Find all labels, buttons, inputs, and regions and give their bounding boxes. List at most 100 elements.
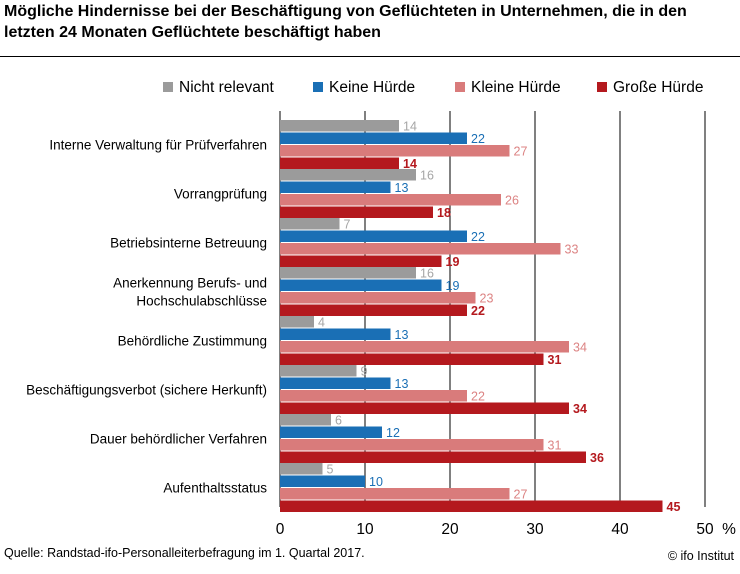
bar — [280, 169, 416, 181]
bar — [280, 377, 391, 389]
source-note: Quelle: Randstad-ifo-Personalleiterbefra… — [4, 546, 365, 560]
bar-value-label: 34 — [573, 341, 587, 355]
bar — [280, 353, 544, 365]
bar-value-label: 19 — [446, 255, 460, 269]
category-label-line: Betriebsinterne Betreuung — [110, 236, 267, 251]
bar — [280, 181, 391, 193]
bar — [280, 328, 391, 340]
category-label-line: Hochschulabschlüsse — [136, 294, 267, 309]
legend-label-1: Keine Hürde — [329, 79, 415, 96]
bar-value-label: 4 — [318, 316, 325, 330]
bar-value-label: 34 — [573, 402, 587, 416]
bar-value-label: 10 — [369, 475, 383, 489]
legend-label-3: Große Hürde — [613, 79, 703, 96]
x-tick-label: 50 — [696, 521, 714, 538]
bar-value-label: 22 — [471, 304, 485, 318]
bar — [280, 230, 467, 242]
bar — [280, 341, 569, 353]
x-axis-ticks: 0 10 20 30 40 50% — [276, 521, 736, 538]
bar-value-label: 16 — [420, 267, 434, 281]
x-tick-label: 10 — [356, 521, 374, 538]
category-label-line: Beschäftigungsverbot (sichere Herkunft) — [26, 383, 267, 398]
legend-label-0: Nicht relevant — [179, 79, 274, 96]
bar-value-label: 33 — [565, 243, 579, 257]
bar — [280, 279, 442, 291]
category-label: Beschäftigungsverbot (sichere Herkunft) — [26, 383, 267, 398]
legend: Nicht relevant Keine Hürde Kleine Hürde Gro… — [163, 79, 703, 96]
x-tick-label: 0 — [276, 521, 285, 538]
legend-swatch-0 — [163, 82, 173, 92]
bar-value-label: 13 — [395, 328, 409, 342]
bar-value-label: 27 — [514, 145, 528, 159]
category-label-line: Interne Verwaltung für Prüfverfahren — [49, 138, 267, 153]
legend-swatch-3 — [597, 82, 607, 92]
bar-value-label: 27 — [514, 488, 528, 502]
bar — [280, 145, 510, 157]
bar-value-label: 7 — [344, 218, 351, 232]
bar-value-label: 6 — [335, 414, 342, 428]
bar-value-label: 12 — [386, 426, 400, 440]
category-labels: Interne Verwaltung für Prüfverfahren Vorr… — [26, 138, 267, 496]
bar — [280, 157, 399, 169]
bar — [280, 194, 501, 206]
bar — [280, 132, 467, 144]
bar — [280, 292, 476, 304]
title-divider — [0, 56, 740, 57]
bar — [280, 206, 433, 218]
bar — [280, 120, 399, 132]
x-tick-label: 20 — [441, 521, 459, 538]
bar-value-label: 9 — [361, 365, 368, 379]
bar — [280, 463, 323, 475]
category-label: Interne Verwaltung für Prüfverfahren — [49, 138, 267, 153]
bar-value-label: 13 — [395, 181, 409, 195]
bar — [280, 488, 510, 500]
bar — [280, 316, 314, 328]
category-label-line: Vorrangprüfung — [174, 187, 267, 202]
legend-swatch-2 — [455, 82, 465, 92]
legend-label-2: Kleine Hürde — [471, 79, 561, 96]
bar — [280, 402, 569, 414]
category-label: Aufenthaltsstatus — [163, 481, 267, 496]
category-label-line: Aufenthaltsstatus — [163, 481, 267, 496]
bar-value-label: 36 — [590, 451, 604, 465]
bar — [280, 218, 340, 230]
bar — [280, 255, 442, 267]
x-tick-label: 40 — [611, 521, 629, 538]
bar-value-label: 14 — [403, 157, 417, 171]
bar-value-label: 26 — [505, 194, 519, 208]
bar-value-label: 22 — [471, 132, 485, 146]
bar — [280, 390, 467, 402]
bar-value-label: 31 — [548, 353, 562, 367]
bar-value-label: 5 — [327, 463, 334, 477]
x-tick-label: 30 — [526, 521, 544, 538]
bars: 1422271416132618722331916192322413343191… — [280, 120, 681, 514]
bar-value-label: 45 — [667, 500, 681, 514]
bar-value-label: 16 — [420, 169, 434, 183]
bar-value-label: 18 — [437, 206, 451, 220]
legend-swatch-1 — [313, 82, 323, 92]
category-label: Dauer behördlicher Verfahren — [90, 432, 267, 447]
bar-value-label: 13 — [395, 377, 409, 391]
bar — [280, 243, 561, 255]
bar — [280, 414, 331, 426]
chart-title: Mögliche Hindernisse bei der Beschäftigu… — [4, 3, 687, 41]
category-label: Betriebsinterne Betreuung — [110, 236, 267, 251]
bar — [280, 365, 357, 377]
bar — [280, 500, 663, 512]
x-unit-label: % — [722, 521, 736, 538]
bar-value-label: 23 — [480, 292, 494, 306]
category-label: Vorrangprüfung — [174, 187, 267, 202]
bar — [280, 439, 544, 451]
bar — [280, 451, 586, 463]
category-label: Behördliche Zustimmung — [118, 334, 267, 349]
bar-value-label: 31 — [548, 439, 562, 453]
bar-value-label: 22 — [471, 390, 485, 404]
bar — [280, 267, 416, 279]
bar-value-label: 22 — [471, 230, 485, 244]
bar — [280, 426, 382, 438]
category-label: Anerkennung Berufs- und Hochschulabschlüs… — [113, 276, 267, 309]
category-label-line: Dauer behördlicher Verfahren — [90, 432, 267, 447]
category-label-line: Behördliche Zustimmung — [118, 334, 267, 349]
copyright: © ifo Institut — [667, 549, 734, 563]
